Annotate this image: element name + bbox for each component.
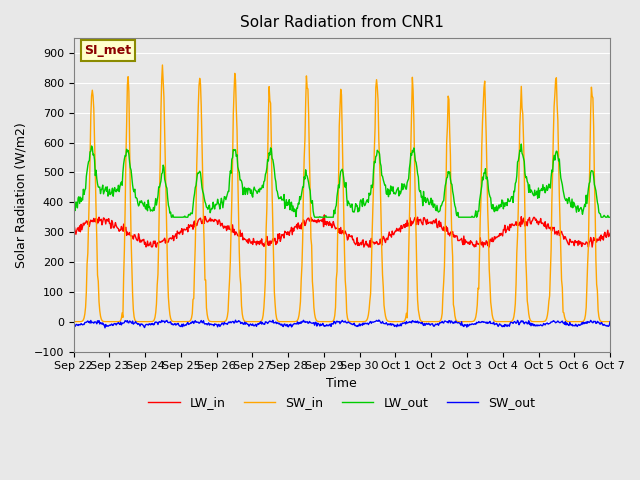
SW_in bbox=[606, 319, 614, 324]
LW_out bbox=[518, 141, 525, 147]
SW_in bbox=[159, 62, 166, 68]
SW_in bbox=[79, 317, 87, 323]
SW_out bbox=[606, 319, 614, 324]
SW_out bbox=[218, 320, 226, 326]
LW_out bbox=[70, 205, 77, 211]
Line: SW_out: SW_out bbox=[74, 320, 610, 328]
SW_out bbox=[190, 321, 198, 326]
LW_in bbox=[424, 221, 432, 227]
LW_in bbox=[606, 230, 614, 236]
SW_out bbox=[136, 322, 143, 327]
LW_in bbox=[70, 230, 77, 236]
X-axis label: Time: Time bbox=[326, 377, 357, 390]
SW_in bbox=[424, 319, 431, 324]
LW_in bbox=[134, 231, 142, 237]
SW_in bbox=[190, 296, 198, 301]
LW_in bbox=[190, 219, 198, 225]
LW_out bbox=[79, 186, 87, 192]
SW_in bbox=[134, 319, 142, 324]
Y-axis label: Solar Radiation (W/m2): Solar Radiation (W/m2) bbox=[15, 122, 28, 268]
SW_out bbox=[375, 317, 383, 323]
SW_in bbox=[218, 319, 226, 324]
LW_in bbox=[408, 221, 416, 227]
Line: SW_in: SW_in bbox=[74, 65, 610, 322]
LW_out bbox=[424, 195, 431, 201]
SW_out bbox=[79, 322, 87, 327]
LW_in bbox=[148, 244, 156, 250]
Title: Solar Radiation from CNR1: Solar Radiation from CNR1 bbox=[240, 15, 444, 30]
SW_in bbox=[408, 109, 415, 115]
LW_out bbox=[218, 199, 226, 205]
LW_out bbox=[408, 153, 415, 158]
SW_out bbox=[424, 321, 432, 327]
LW_out bbox=[134, 203, 142, 209]
LW_out bbox=[606, 215, 614, 220]
Line: LW_out: LW_out bbox=[74, 144, 610, 217]
SW_out bbox=[101, 325, 109, 331]
SW_out bbox=[70, 324, 77, 330]
Text: SI_met: SI_met bbox=[84, 44, 131, 57]
LW_out bbox=[190, 195, 198, 201]
Line: LW_in: LW_in bbox=[74, 215, 610, 247]
LW_in bbox=[321, 212, 328, 218]
SW_out bbox=[408, 318, 416, 324]
LW_in bbox=[79, 220, 87, 226]
SW_in bbox=[70, 319, 77, 324]
Legend: LW_in, SW_in, LW_out, SW_out: LW_in, SW_in, LW_out, SW_out bbox=[143, 391, 540, 414]
LW_out bbox=[168, 215, 175, 220]
LW_in bbox=[218, 220, 226, 226]
